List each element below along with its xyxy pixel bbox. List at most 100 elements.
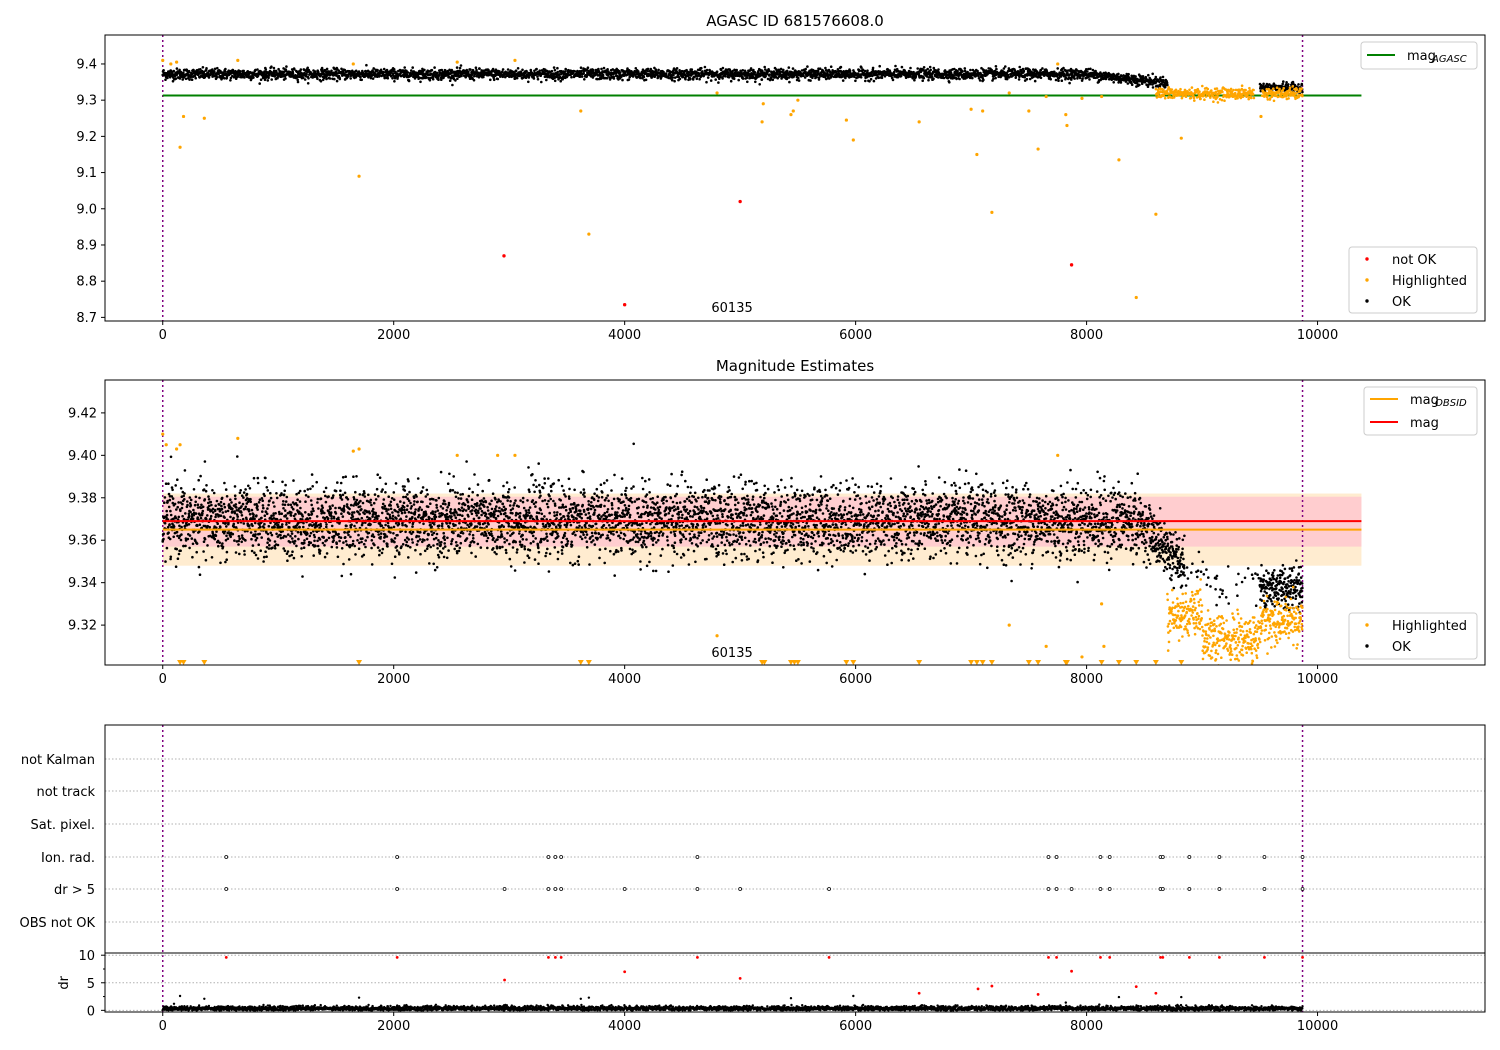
ok-point bbox=[172, 69, 176, 73]
ok-point bbox=[709, 79, 713, 82]
ok-point bbox=[271, 480, 275, 484]
ok-point bbox=[788, 80, 791, 84]
highlighted-point bbox=[513, 58, 517, 62]
ok-point bbox=[250, 549, 254, 553]
ok-point bbox=[192, 508, 195, 512]
ok-point bbox=[450, 68, 454, 72]
ok-point bbox=[357, 70, 361, 73]
highlighted-point bbox=[1241, 95, 1245, 98]
ok-point bbox=[213, 67, 217, 71]
highlighted-point bbox=[1199, 97, 1202, 101]
legend-swatch bbox=[1365, 278, 1369, 282]
highlighted-point bbox=[1192, 96, 1196, 100]
ok-point bbox=[1084, 68, 1088, 71]
ok-point bbox=[1056, 67, 1059, 70]
highlighted-point bbox=[1056, 62, 1060, 66]
ok-point bbox=[168, 498, 172, 502]
ok-point bbox=[382, 71, 385, 74]
ok-point bbox=[240, 505, 243, 508]
ok-point bbox=[1089, 67, 1092, 71]
ok-point bbox=[995, 67, 998, 71]
ok-point bbox=[249, 531, 253, 534]
ok-point bbox=[298, 500, 302, 503]
ok-point bbox=[164, 78, 167, 81]
ok-point bbox=[186, 537, 190, 541]
ok-point bbox=[176, 534, 179, 538]
ok-point bbox=[894, 64, 897, 68]
ok-point bbox=[275, 492, 278, 495]
ok-point bbox=[233, 511, 237, 515]
ok-point bbox=[937, 68, 940, 71]
ok-point bbox=[166, 76, 169, 80]
ok-point bbox=[536, 77, 540, 81]
ok-point bbox=[599, 77, 603, 80]
ok-point bbox=[281, 523, 284, 526]
ok-point bbox=[273, 505, 276, 508]
ok-point bbox=[303, 71, 306, 75]
highlighted-point bbox=[181, 114, 186, 119]
ok-point bbox=[371, 77, 375, 80]
ok-point bbox=[272, 501, 275, 504]
ok-point bbox=[431, 77, 435, 81]
chart-title: Magnitude Estimates bbox=[716, 357, 874, 375]
ok-point bbox=[900, 65, 904, 69]
ok-point bbox=[407, 79, 411, 83]
ok-point bbox=[182, 517, 186, 521]
highlighted-point bbox=[715, 91, 719, 95]
ok-point bbox=[306, 82, 310, 85]
ok-point bbox=[385, 68, 389, 72]
highlighted-point bbox=[579, 109, 583, 113]
ok-point bbox=[859, 76, 863, 79]
ok-point bbox=[178, 524, 181, 528]
ok-point bbox=[214, 515, 217, 519]
ok-point bbox=[286, 533, 290, 536]
ok-point bbox=[201, 509, 205, 513]
ok-point bbox=[275, 532, 278, 536]
legend-label-sub: AGASC bbox=[1431, 54, 1467, 65]
ok-point bbox=[255, 536, 259, 540]
ok-point bbox=[871, 66, 875, 70]
ok-point bbox=[252, 513, 255, 516]
ok-point bbox=[698, 77, 701, 81]
ok-point bbox=[932, 77, 935, 80]
ok-point bbox=[207, 498, 211, 501]
ok-point bbox=[1262, 82, 1265, 86]
ok-point bbox=[545, 78, 548, 82]
ok-point bbox=[1068, 81, 1071, 85]
ok-point bbox=[243, 549, 246, 553]
highlighted-point bbox=[1249, 96, 1253, 100]
panel-magnitude-estimates: Magnitude Estimates601359.329.349.369.38… bbox=[68, 357, 1486, 687]
ok-point bbox=[270, 65, 273, 68]
ok-point bbox=[238, 552, 241, 556]
ok-point bbox=[506, 68, 510, 71]
ok-point bbox=[283, 489, 287, 493]
ok-point bbox=[203, 498, 207, 501]
ok-point bbox=[1073, 77, 1076, 80]
ok-point bbox=[266, 541, 269, 544]
ok-point bbox=[295, 492, 298, 496]
ok-point bbox=[1300, 82, 1304, 86]
highlighted-point bbox=[1154, 212, 1158, 216]
ok-point bbox=[253, 517, 256, 521]
ok-point bbox=[440, 78, 443, 81]
ok-point bbox=[928, 65, 932, 69]
ok-point bbox=[868, 80, 871, 83]
ok-point bbox=[221, 542, 224, 545]
highlighted-point bbox=[357, 174, 361, 178]
highlighted-point bbox=[236, 58, 240, 62]
ok-point bbox=[213, 70, 216, 73]
ok-point bbox=[880, 76, 884, 80]
highlighted-point bbox=[1295, 88, 1299, 91]
ok-point bbox=[521, 68, 524, 72]
ok-point bbox=[189, 498, 193, 502]
highlighted-point bbox=[1272, 87, 1275, 90]
ok-point bbox=[270, 533, 274, 537]
ok-point bbox=[265, 486, 269, 489]
y-tick-label: 9.2 bbox=[76, 130, 97, 145]
ok-point bbox=[866, 69, 869, 72]
ok-point bbox=[234, 551, 238, 554]
ok-point bbox=[163, 521, 167, 525]
ok-point bbox=[621, 78, 624, 82]
ok-point bbox=[201, 66, 205, 69]
ok-point bbox=[705, 80, 708, 84]
